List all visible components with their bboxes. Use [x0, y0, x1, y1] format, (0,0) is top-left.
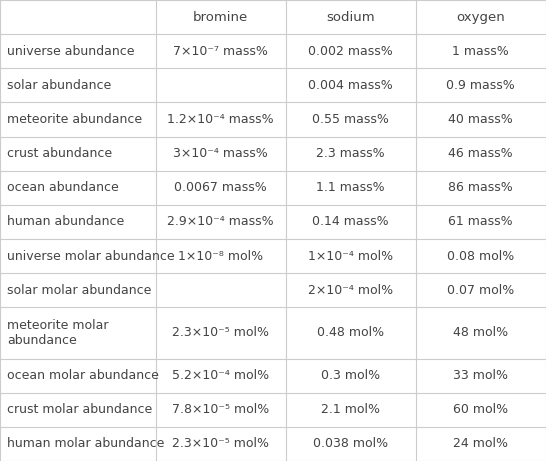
Text: ocean abundance: ocean abundance [7, 181, 119, 195]
Text: 1.2×10⁻⁴ mass%: 1.2×10⁻⁴ mass% [167, 113, 274, 126]
Text: 0.14 mass%: 0.14 mass% [312, 215, 389, 229]
Text: 1×10⁻⁴ mol%: 1×10⁻⁴ mol% [308, 249, 393, 263]
Text: meteorite molar
abundance: meteorite molar abundance [7, 319, 109, 347]
Text: 2.3×10⁻⁵ mol%: 2.3×10⁻⁵ mol% [172, 326, 269, 339]
Text: 2.9×10⁻⁴ mass%: 2.9×10⁻⁴ mass% [167, 215, 274, 229]
Text: bromine: bromine [193, 11, 248, 24]
Text: 46 mass%: 46 mass% [448, 147, 513, 160]
Text: 33 mol%: 33 mol% [453, 369, 508, 382]
Text: solar molar abundance: solar molar abundance [7, 284, 151, 297]
Text: meteorite abundance: meteorite abundance [7, 113, 142, 126]
Text: 3×10⁻⁴ mass%: 3×10⁻⁴ mass% [173, 147, 268, 160]
Text: 2.3 mass%: 2.3 mass% [316, 147, 385, 160]
Text: 48 mol%: 48 mol% [453, 326, 508, 339]
Text: crust abundance: crust abundance [7, 147, 112, 160]
Text: 0.07 mol%: 0.07 mol% [447, 284, 514, 297]
Text: 2.3×10⁻⁵ mol%: 2.3×10⁻⁵ mol% [172, 437, 269, 450]
Text: ocean molar abundance: ocean molar abundance [7, 369, 159, 382]
Text: 5.2×10⁻⁴ mol%: 5.2×10⁻⁴ mol% [172, 369, 269, 382]
Text: 0.0067 mass%: 0.0067 mass% [174, 181, 267, 195]
Text: 60 mol%: 60 mol% [453, 403, 508, 416]
Text: 0.08 mol%: 0.08 mol% [447, 249, 514, 263]
Text: 1 mass%: 1 mass% [453, 45, 509, 58]
Text: 61 mass%: 61 mass% [448, 215, 513, 229]
Text: universe molar abundance: universe molar abundance [7, 249, 175, 263]
Text: 0.48 mol%: 0.48 mol% [317, 326, 384, 339]
Text: 7.8×10⁻⁵ mol%: 7.8×10⁻⁵ mol% [172, 403, 269, 416]
Text: 40 mass%: 40 mass% [448, 113, 513, 126]
Text: 2.1 mol%: 2.1 mol% [321, 403, 380, 416]
Text: 0.55 mass%: 0.55 mass% [312, 113, 389, 126]
Text: 7×10⁻⁷ mass%: 7×10⁻⁷ mass% [173, 45, 268, 58]
Text: human molar abundance: human molar abundance [7, 437, 164, 450]
Text: human abundance: human abundance [7, 215, 124, 229]
Text: 0.004 mass%: 0.004 mass% [308, 79, 393, 92]
Text: solar abundance: solar abundance [7, 79, 111, 92]
Text: sodium: sodium [326, 11, 375, 24]
Text: 0.3 mol%: 0.3 mol% [321, 369, 380, 382]
Text: oxygen: oxygen [456, 11, 505, 24]
Text: 1.1 mass%: 1.1 mass% [316, 181, 385, 195]
Text: 24 mol%: 24 mol% [453, 437, 508, 450]
Text: 0.9 mass%: 0.9 mass% [447, 79, 515, 92]
Text: 2×10⁻⁴ mol%: 2×10⁻⁴ mol% [308, 284, 393, 297]
Text: 1×10⁻⁸ mol%: 1×10⁻⁸ mol% [178, 249, 263, 263]
Text: 0.038 mol%: 0.038 mol% [313, 437, 388, 450]
Text: crust molar abundance: crust molar abundance [7, 403, 152, 416]
Text: universe abundance: universe abundance [7, 45, 135, 58]
Text: 0.002 mass%: 0.002 mass% [308, 45, 393, 58]
Text: 86 mass%: 86 mass% [448, 181, 513, 195]
